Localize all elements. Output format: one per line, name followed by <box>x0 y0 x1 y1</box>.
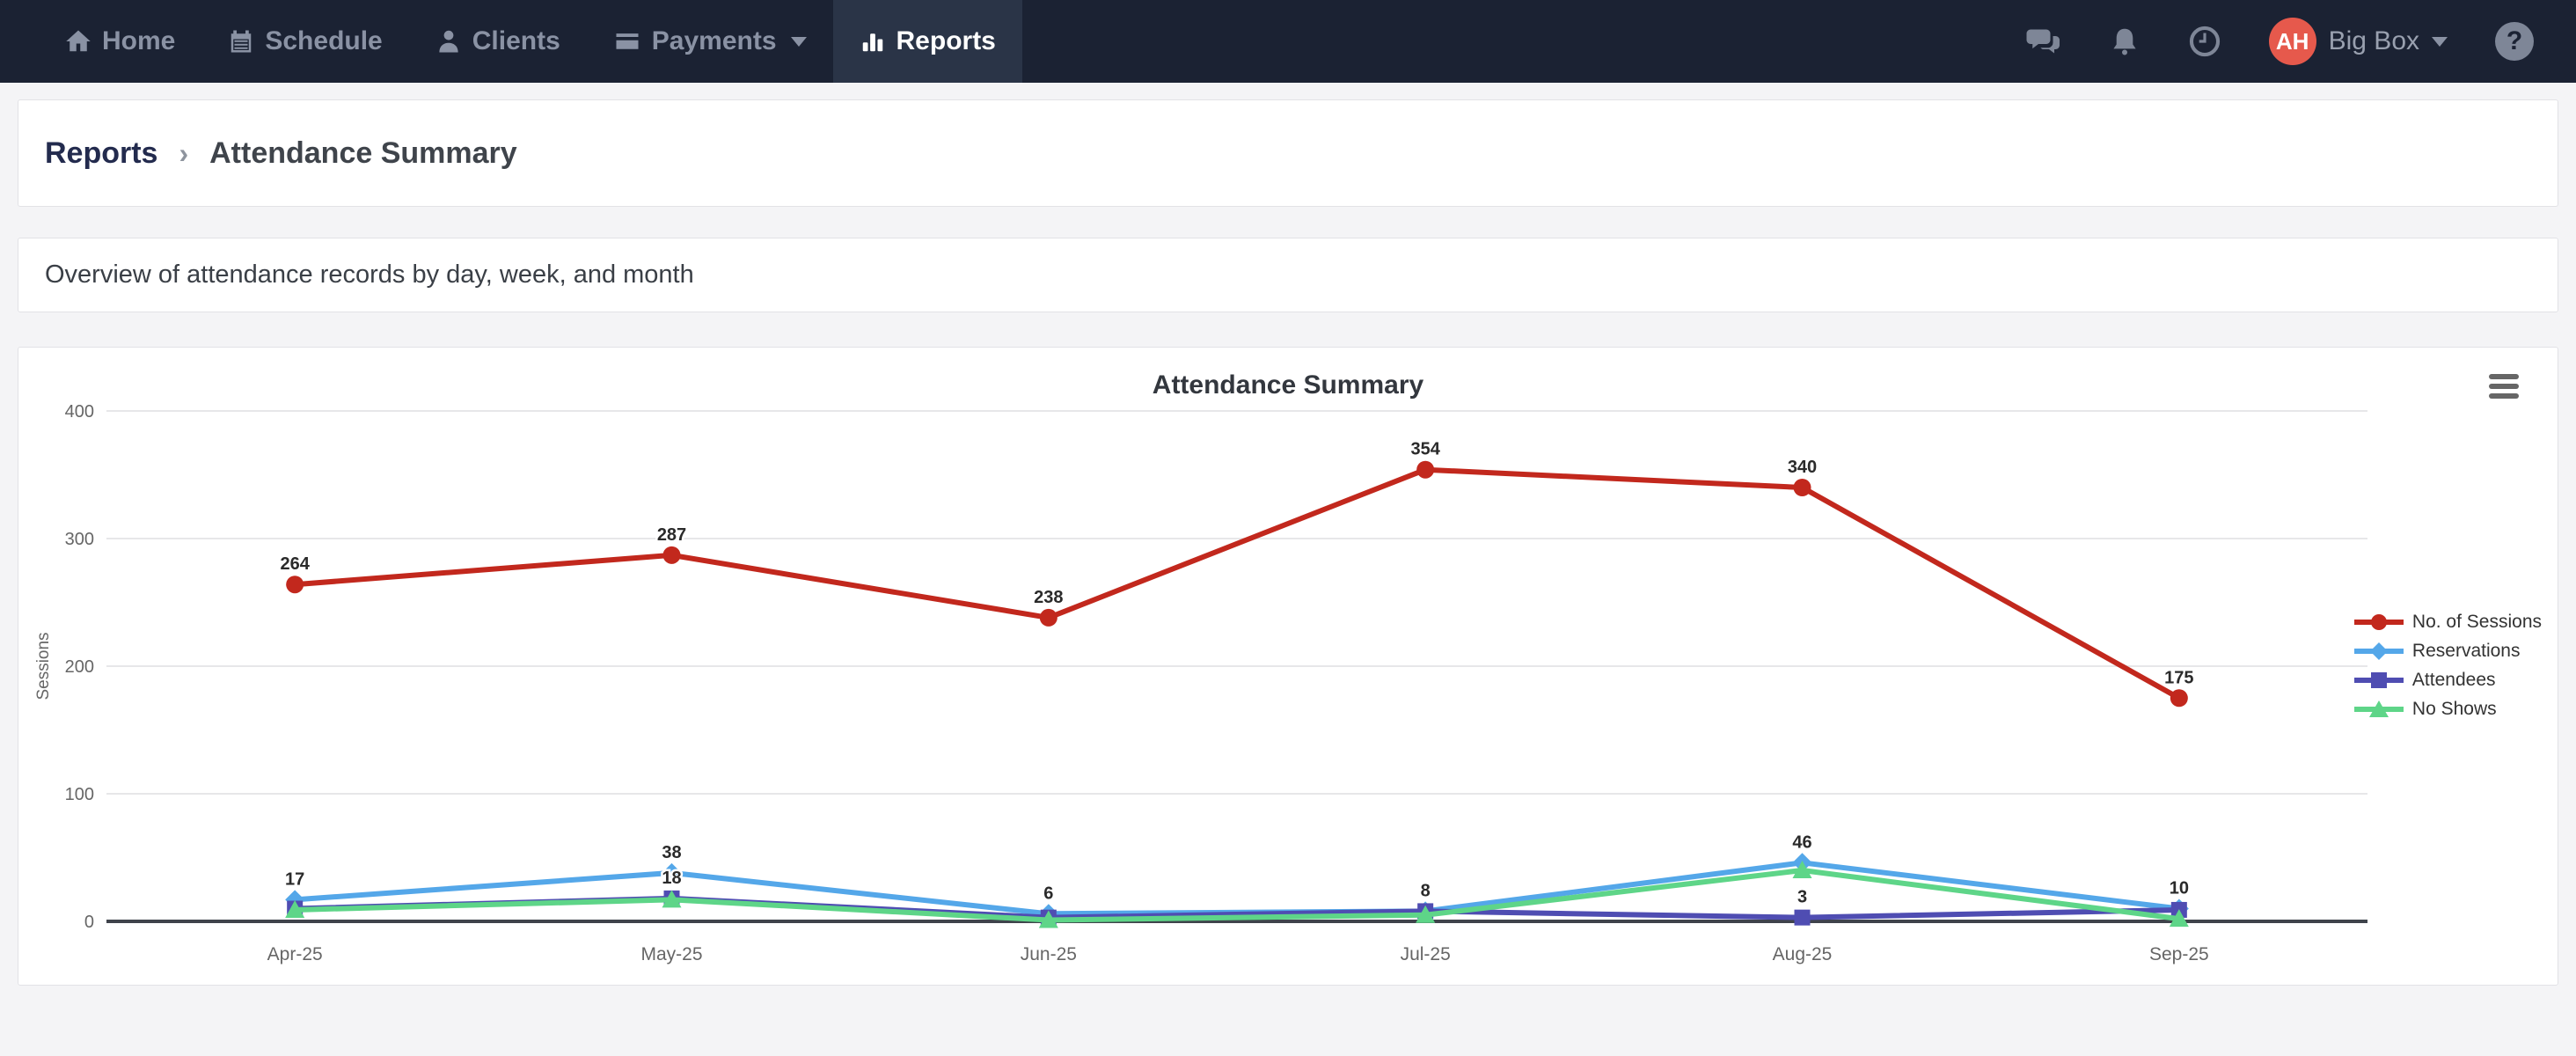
svg-text:0: 0 <box>84 913 94 932</box>
breadcrumb-reports-link[interactable]: Reports <box>45 136 158 170</box>
person-icon <box>439 30 458 53</box>
svg-text:10: 10 <box>2170 879 2189 898</box>
avatar: AH <box>2268 18 2316 65</box>
svg-text:264: 264 <box>280 554 310 574</box>
bar-chart-icon <box>862 33 882 52</box>
clock-icon[interactable] <box>2188 25 2221 58</box>
legend-item-sessions[interactable]: No. of Sessions <box>2353 612 2542 633</box>
nav-item-label: Home <box>102 26 176 55</box>
legend-label: Attendees <box>2411 670 2496 690</box>
nav-item-clients[interactable]: Clients <box>409 0 587 83</box>
chart-menu-button[interactable] <box>2489 374 2519 399</box>
svg-text:May-25: May-25 <box>640 944 702 964</box>
breadcrumb-separator: › <box>179 136 189 169</box>
svg-text:400: 400 <box>65 402 94 422</box>
svg-text:8: 8 <box>1421 881 1431 900</box>
credit-card-icon <box>616 33 639 49</box>
legend-label: No. of Sessions <box>2411 612 2542 632</box>
legend-marker-diamond <box>2353 642 2404 660</box>
nav-utilities: AH Big Box ? <box>2026 0 2576 83</box>
svg-text:17: 17 <box>285 869 304 889</box>
help-icon[interactable]: ? <box>2495 22 2534 61</box>
svg-text:100: 100 <box>65 785 94 804</box>
calendar-icon <box>231 30 252 53</box>
svg-text:287: 287 <box>657 525 686 545</box>
svg-text:300: 300 <box>65 530 94 549</box>
svg-text:Jun-25: Jun-25 <box>1021 944 1077 964</box>
legend-label: No Shows <box>2411 699 2497 719</box>
nav-item-reports[interactable]: Reports <box>832 0 1022 83</box>
legend-item-noshows[interactable]: No Shows <box>2353 699 2542 720</box>
account-name: Big Box <box>2328 26 2419 55</box>
top-nav: Home Schedule Clients Payments <box>0 0 2576 83</box>
legend-item-attendees[interactable]: Attendees <box>2353 670 2542 691</box>
attendance-chart: 0 100 200 300 400 Sessions Apr-25 May-25 Jun-25 J… <box>34 402 2367 964</box>
svg-text:Aug-25: Aug-25 <box>1773 944 1833 964</box>
chevron-down-icon <box>2432 36 2448 47</box>
svg-text:3: 3 <box>1797 888 1807 907</box>
svg-text:Sessions: Sessions <box>34 632 53 700</box>
account-menu[interactable]: AH Big Box <box>2268 18 2448 65</box>
breadcrumb: Reports › Attendance Summary <box>18 99 2558 207</box>
legend-marker-circle <box>2353 614 2404 630</box>
report-description-card: Overview of attendance records by day, w… <box>18 238 2558 312</box>
svg-text:46: 46 <box>1792 832 1811 852</box>
chart-card: Attendance Summary 0 100 200 300 400 Sessions… <box>18 347 2558 986</box>
legend-marker-square <box>2353 672 2404 688</box>
svg-text:Jul-25: Jul-25 <box>1401 944 1451 964</box>
nav-item-payments[interactable]: Payments <box>587 0 833 83</box>
chart-legend: No. of Sessions Reservations Attendees <box>2353 612 2542 720</box>
nav-item-label: Reports <box>896 26 996 55</box>
nav-item-label: Schedule <box>265 26 383 55</box>
hamburger-icon <box>2489 374 2519 379</box>
page-content: Reports › Attendance Summary Overview of… <box>0 99 2576 986</box>
svg-text:6: 6 <box>1043 884 1053 903</box>
svg-text:200: 200 <box>65 657 94 677</box>
legend-label: Reservations <box>2411 641 2521 661</box>
svg-text:Sep-25: Sep-25 <box>2149 944 2209 964</box>
legend-item-reservations[interactable]: Reservations <box>2353 641 2542 662</box>
bell-icon[interactable] <box>2109 26 2141 57</box>
svg-text:175: 175 <box>2164 668 2193 687</box>
svg-text:38: 38 <box>662 843 681 862</box>
chat-icon[interactable] <box>2026 26 2061 57</box>
legend-marker-triangle <box>2353 700 2404 717</box>
nav-menu: Home Schedule Clients Payments <box>0 0 1022 83</box>
svg-text:238: 238 <box>1034 588 1063 607</box>
chart-title: Attendance Summary <box>1152 370 1424 400</box>
svg-text:Apr-25: Apr-25 <box>267 944 323 964</box>
nav-item-label: Payments <box>651 26 777 55</box>
svg-text:340: 340 <box>1788 458 1817 477</box>
nav-item-home[interactable]: Home <box>39 0 201 83</box>
page-title: Attendance Summary <box>209 136 517 170</box>
home-icon <box>66 30 91 52</box>
report-description: Overview of attendance records by day, w… <box>45 260 694 289</box>
svg-text:18: 18 <box>662 869 681 888</box>
svg-text:354: 354 <box>1410 440 1440 459</box>
nav-item-schedule[interactable]: Schedule <box>201 0 408 83</box>
chevron-down-icon <box>790 36 807 47</box>
nav-item-label: Clients <box>472 26 560 55</box>
